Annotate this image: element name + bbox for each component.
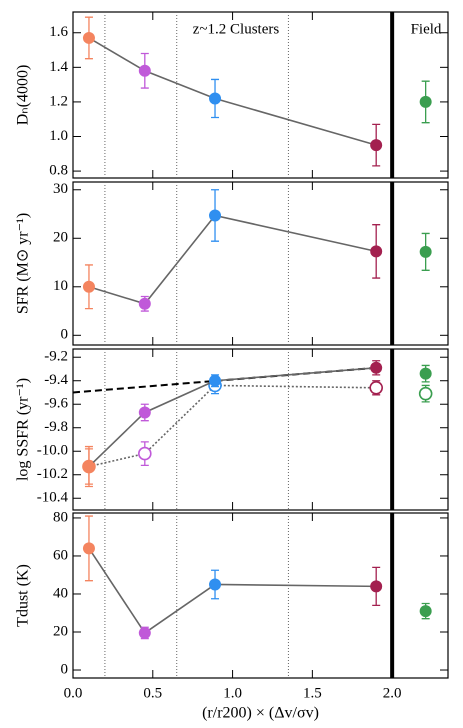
y-tick-label: 60 bbox=[53, 547, 68, 563]
y-tick-label: -10.2 bbox=[37, 466, 68, 482]
x-axis-label: (r/r200) × (Δv/σv) bbox=[202, 705, 319, 722]
data-point bbox=[138, 446, 152, 461]
x-tick-label: 1.5 bbox=[303, 685, 322, 701]
data-point bbox=[82, 542, 95, 555]
data-point bbox=[209, 578, 222, 591]
data-point bbox=[370, 580, 383, 593]
data-point bbox=[370, 245, 383, 258]
panel-frame bbox=[72, 348, 449, 511]
data-point bbox=[209, 374, 222, 387]
data-point bbox=[82, 460, 95, 473]
y-tick-label: -9.4 bbox=[44, 372, 68, 388]
y-tick-label: 1.2 bbox=[49, 93, 68, 109]
y-tick-label: 1.0 bbox=[49, 128, 68, 144]
y-tick-label: 0 bbox=[61, 661, 69, 677]
y-axis-label: Tdust (K) bbox=[15, 564, 32, 627]
data-point bbox=[138, 297, 151, 310]
y-tick-label: 20 bbox=[53, 623, 68, 639]
series-line bbox=[88, 367, 377, 468]
data-point bbox=[369, 380, 383, 395]
field-label: Field bbox=[411, 21, 442, 37]
data-point bbox=[419, 95, 432, 108]
y-axis-label: SFR (M⊙ yr⁻¹) bbox=[15, 213, 32, 314]
y-tick-label: 20 bbox=[53, 230, 68, 246]
data-point bbox=[82, 280, 95, 293]
series-line bbox=[88, 214, 377, 305]
data-point bbox=[138, 406, 151, 419]
y-tick-label: -9.8 bbox=[44, 419, 68, 435]
panel-frame bbox=[72, 11, 449, 179]
series-line bbox=[88, 37, 377, 146]
series-line bbox=[88, 384, 377, 468]
cluster-label: z~1.2 Clusters bbox=[193, 21, 280, 37]
x-tick-label: 1.0 bbox=[223, 685, 242, 701]
data-point bbox=[419, 367, 432, 380]
y-tick-label: -9.2 bbox=[44, 349, 68, 365]
y-tick-label: 40 bbox=[53, 585, 68, 601]
y-tick-label: -10.0 bbox=[37, 443, 68, 459]
data-point bbox=[82, 31, 95, 44]
data-point bbox=[209, 92, 222, 105]
data-point bbox=[209, 209, 222, 222]
data-point bbox=[418, 386, 433, 401]
data-point bbox=[419, 245, 432, 258]
data-point bbox=[138, 64, 151, 77]
data-point bbox=[370, 361, 383, 374]
panel-frame bbox=[72, 512, 449, 679]
y-tick-label: 0 bbox=[61, 327, 69, 343]
x-tick-label: 2.0 bbox=[383, 685, 402, 701]
y-tick-label: -9.6 bbox=[44, 396, 68, 412]
y-tick-label: -10.4 bbox=[37, 490, 69, 506]
data-point bbox=[138, 626, 151, 639]
y-tick-label: 1.4 bbox=[49, 59, 68, 75]
panel-frame bbox=[72, 181, 449, 346]
x-tick-label: 0.0 bbox=[64, 685, 83, 701]
x-tick-label: 0.5 bbox=[143, 685, 162, 701]
y-axis-label: log SSFR (yr⁻¹) bbox=[15, 378, 32, 481]
series-line bbox=[88, 547, 377, 635]
data-point bbox=[370, 139, 383, 152]
y-tick-label: 0.8 bbox=[49, 163, 68, 179]
data-point bbox=[419, 605, 432, 618]
y-tick-label: 30 bbox=[53, 181, 68, 197]
y-axis-label: Dₙ(4000) bbox=[15, 65, 32, 126]
y-tick-label: 80 bbox=[53, 509, 68, 525]
y-tick-label: 10 bbox=[53, 278, 68, 294]
y-tick-label: 1.6 bbox=[49, 24, 68, 40]
